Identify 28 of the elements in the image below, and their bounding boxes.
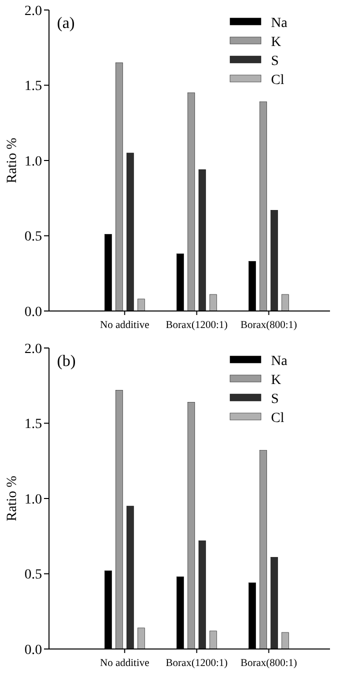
- chart-title: (b): [57, 353, 76, 370]
- y-tick-label: 1.0: [24, 492, 42, 508]
- y-tick-label: 1.5: [24, 417, 42, 432]
- x-tick-label: Borax(800:1): [240, 658, 298, 669]
- y-tick-label: 1.5: [24, 79, 42, 94]
- y-axis-title: Ratio %: [4, 137, 20, 184]
- x-tick-label: Borax(1200:1): [166, 320, 228, 331]
- legend-label: Na: [271, 354, 288, 369]
- y-tick-label: 0.0: [24, 304, 42, 320]
- y-tick-label: 0.0: [24, 642, 42, 658]
- x-tick-label: Borax(800:1): [240, 320, 298, 331]
- x-tick-label: No additive: [100, 320, 150, 331]
- legend-label: K: [271, 372, 282, 388]
- x-tick-label: Borax(1200:1): [166, 658, 228, 669]
- chart-title: (a): [57, 15, 75, 32]
- legend-label: S: [271, 54, 279, 69]
- y-axis-title: Ratio %: [4, 475, 20, 522]
- y-tick-label: 1.0: [24, 154, 42, 170]
- y-tick-label: 2.0: [24, 342, 42, 357]
- legend-label: Cl: [271, 410, 284, 426]
- y-tick-label: 2.0: [24, 4, 42, 19]
- y-tick-label: 0.5: [24, 568, 42, 583]
- y-tick-label: 0.5: [24, 230, 42, 245]
- legend-label: Na: [271, 16, 288, 31]
- legend-label: K: [271, 34, 282, 50]
- legend-label: Cl: [271, 72, 284, 88]
- legend-label: S: [271, 392, 279, 407]
- x-tick-label: No additive: [100, 658, 150, 669]
